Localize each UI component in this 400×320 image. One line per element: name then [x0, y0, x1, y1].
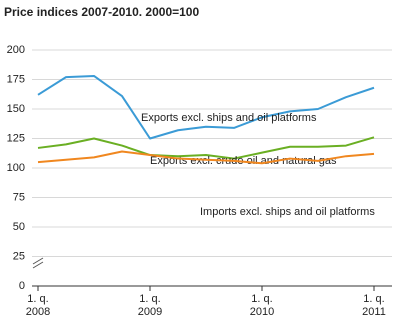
x-tick-label: 1. q. 2010	[249, 293, 275, 318]
series-label: Imports excl. ships and oil platforms	[200, 206, 375, 218]
axis-break	[32, 257, 44, 269]
y-tick-label: 200	[7, 44, 25, 56]
series-label: Exports excl. ships and oil platforms	[141, 112, 317, 124]
y-tick-label: 25	[13, 250, 25, 262]
y-tick-label: 150	[7, 103, 25, 115]
y-tick-label: 0	[19, 280, 25, 292]
y-tick-label: 50	[13, 221, 25, 233]
y-tick-label: 125	[7, 132, 25, 144]
x-tick-label: 1. q. 2008	[25, 293, 51, 318]
y-tick-label: 100	[7, 162, 25, 174]
y-tick-label: 75	[13, 191, 25, 203]
y-tick-label: 175	[7, 73, 25, 85]
series-line	[37, 74, 375, 140]
x-tick-label: 1. q. 2009	[137, 293, 163, 318]
chart-title: Price indices 2007-2010. 2000=100	[4, 5, 199, 19]
x-tick-label: 1. q. 2011	[362, 293, 386, 318]
series-line	[37, 150, 375, 165]
series-line	[37, 136, 375, 160]
